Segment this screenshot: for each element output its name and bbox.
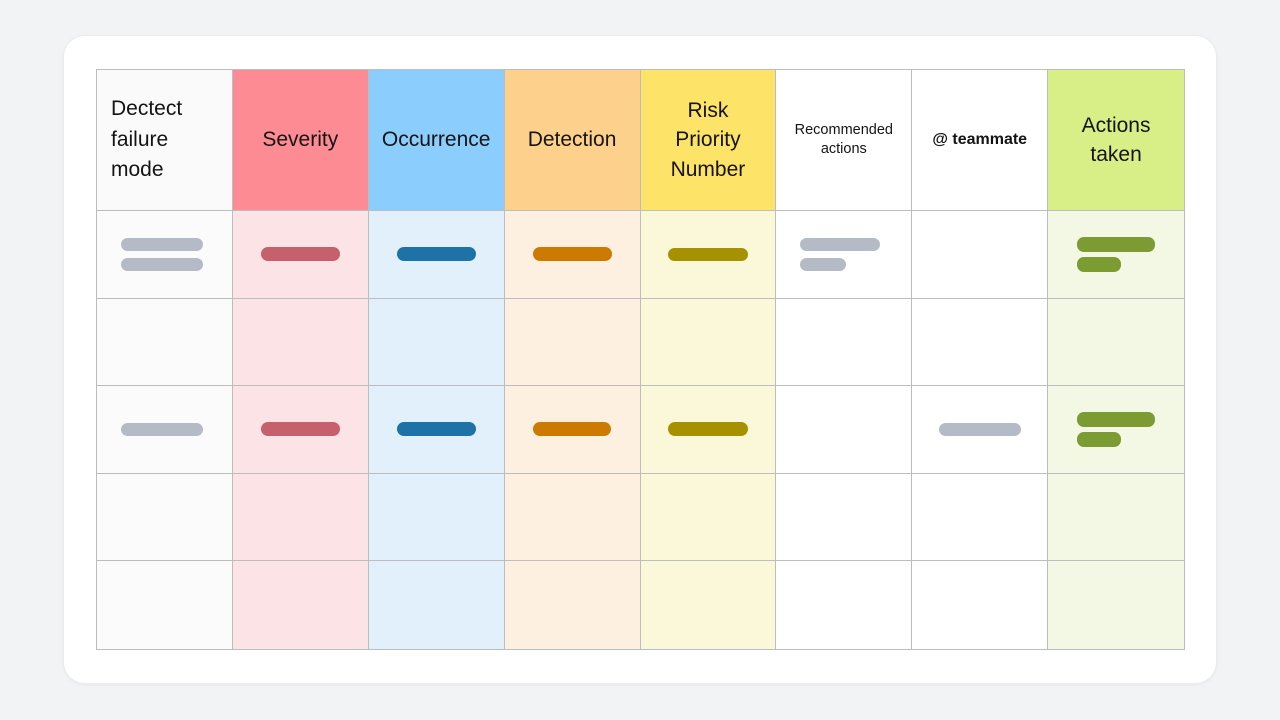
placeholder-lines: [121, 237, 203, 271]
table-row: [97, 386, 1184, 474]
column-header-severity[interactable]: Severity: [232, 70, 369, 211]
placeholder-bar-green: [1077, 411, 1156, 427]
placeholder-lines: [532, 247, 612, 262]
cell-detection[interactable]: [504, 561, 641, 649]
cell-rpn[interactable]: [640, 386, 777, 474]
column-header-actions-taken[interactable]: Actions taken: [1048, 70, 1184, 211]
cell-failure-mode[interactable]: [97, 386, 233, 474]
fmea-table: Dectect failure mode Severity Occurrence…: [96, 69, 1185, 650]
placeholder-bar-red: [260, 247, 340, 262]
placeholder-bar-gray: [121, 257, 203, 271]
placeholder-lines: [667, 247, 748, 261]
cell-detection[interactable]: [504, 211, 641, 299]
cell-recommended-actions[interactable]: [776, 298, 913, 387]
template-card: Dectect failure mode Severity Occurrence…: [63, 35, 1217, 684]
placeholder-lines: [667, 422, 748, 437]
placeholder-lines: [260, 422, 340, 437]
cell-teammate[interactable]: [912, 386, 1049, 474]
placeholder-lines: [260, 247, 340, 262]
cell-occurrence[interactable]: [368, 211, 505, 299]
cell-severity[interactable]: [232, 211, 369, 299]
placeholder-bar-green: [1077, 256, 1122, 272]
cell-occurrence[interactable]: [368, 561, 505, 649]
cell-recommended-actions[interactable]: [776, 473, 913, 562]
cell-failure-mode[interactable]: [97, 561, 233, 649]
table-row: [97, 561, 1184, 649]
table-row: [97, 211, 1184, 299]
cell-occurrence[interactable]: [368, 298, 505, 387]
cell-actions-taken[interactable]: [1048, 298, 1184, 387]
cell-failure-mode[interactable]: [97, 473, 233, 562]
cell-actions-taken[interactable]: [1048, 561, 1184, 649]
cell-detection[interactable]: [504, 298, 641, 387]
cell-occurrence[interactable]: [368, 386, 505, 474]
column-header-detection[interactable]: Detection: [504, 70, 641, 211]
column-header-label: Severity: [262, 128, 339, 152]
column-header-label: Dectect failure mode: [111, 97, 183, 182]
cell-actions-taken[interactable]: [1048, 211, 1184, 299]
cell-actions-taken[interactable]: [1048, 473, 1184, 562]
cell-detection[interactable]: [504, 473, 641, 562]
placeholder-bar-olive: [667, 422, 748, 437]
column-header-label: @ teammate: [932, 130, 1028, 148]
placeholder-lines: [121, 422, 203, 436]
cell-failure-mode[interactable]: [97, 211, 233, 299]
placeholder-bar-red: [260, 422, 340, 437]
placeholder-lines: [1077, 236, 1156, 272]
placeholder-bar-gray: [800, 237, 881, 251]
column-header-label: Actions taken: [1081, 113, 1151, 166]
cell-severity[interactable]: [232, 386, 369, 474]
column-header-label: Detection: [527, 128, 617, 152]
placeholder-lines: [938, 422, 1021, 436]
placeholder-bar-gray: [938, 422, 1021, 436]
column-header-label: Recommended actions: [794, 122, 893, 157]
placeholder-bar-orange: [533, 422, 612, 437]
cell-rpn[interactable]: [640, 211, 777, 299]
placeholder-lines: [800, 237, 881, 271]
cell-rpn[interactable]: [640, 561, 777, 649]
cell-teammate[interactable]: [912, 473, 1049, 562]
cell-recommended-actions[interactable]: [776, 386, 913, 474]
placeholder-bar-gray: [121, 237, 203, 251]
cell-teammate[interactable]: [912, 211, 1049, 299]
placeholder-lines: [396, 247, 476, 262]
column-header-risk-priority-number[interactable]: Risk Priority Number: [640, 70, 777, 211]
placeholder-bar-orange: [532, 247, 612, 262]
cell-teammate[interactable]: [912, 298, 1049, 387]
cell-detection[interactable]: [504, 386, 641, 474]
placeholder-bar-blue: [396, 422, 476, 437]
placeholder-bar-olive: [667, 247, 748, 261]
cell-failure-mode[interactable]: [97, 298, 233, 387]
cell-occurrence[interactable]: [368, 473, 505, 562]
placeholder-bar-green: [1077, 236, 1156, 252]
cell-teammate[interactable]: [912, 561, 1049, 649]
table-row: [97, 298, 1184, 387]
placeholder-bar-green: [1077, 431, 1122, 447]
cell-rpn[interactable]: [640, 473, 777, 562]
placeholder-lines: [1077, 411, 1156, 447]
cell-actions-taken[interactable]: [1048, 386, 1184, 474]
cell-rpn[interactable]: [640, 298, 777, 387]
column-header-teammate-mention[interactable]: @ teammate: [912, 70, 1049, 211]
column-header-label: Risk Priority Number: [670, 98, 746, 181]
placeholder-bar-gray: [121, 422, 203, 436]
table-header-row: Dectect failure mode Severity Occurrence…: [97, 70, 1184, 211]
cell-severity[interactable]: [232, 298, 369, 387]
placeholder-lines: [396, 422, 476, 437]
column-header-occurrence[interactable]: Occurrence: [368, 70, 505, 211]
cell-recommended-actions[interactable]: [776, 211, 913, 299]
cell-recommended-actions[interactable]: [776, 561, 913, 649]
placeholder-bar-gray: [800, 257, 847, 271]
column-header-failure-mode[interactable]: Dectect failure mode: [97, 70, 233, 211]
table-body: [97, 211, 1184, 649]
cell-severity[interactable]: [232, 473, 369, 562]
cell-severity[interactable]: [232, 561, 369, 649]
column-header-recommended-actions[interactable]: Recommended actions: [776, 70, 913, 211]
placeholder-bar-blue: [396, 247, 476, 262]
column-header-label: Occurrence: [381, 128, 491, 152]
table-row: [97, 473, 1184, 562]
placeholder-lines: [533, 422, 612, 437]
